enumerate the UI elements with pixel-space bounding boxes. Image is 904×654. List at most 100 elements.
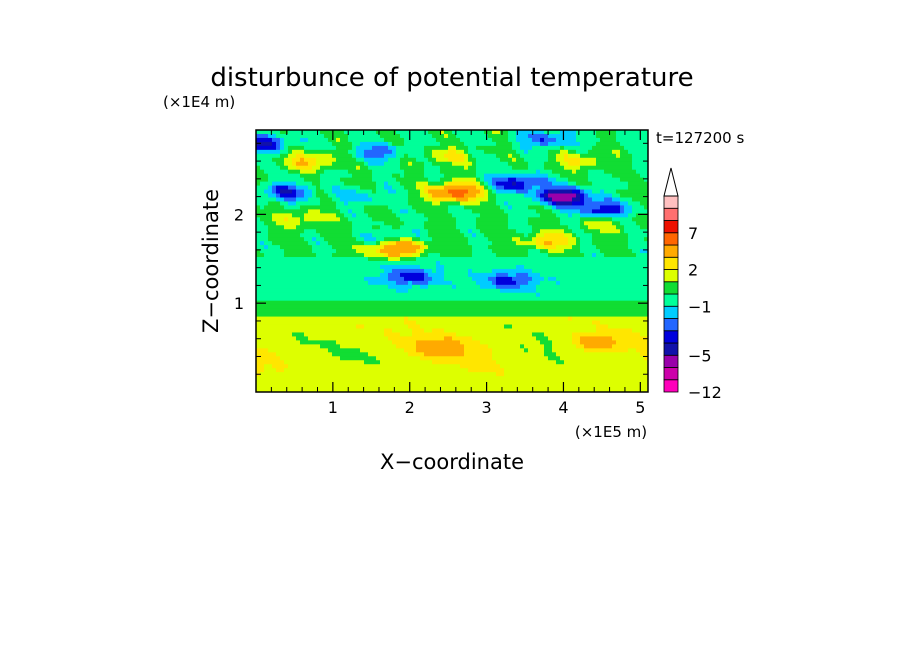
field-cell: [316, 304, 321, 310]
field-cell: [308, 201, 313, 207]
field-cell: [524, 189, 529, 195]
field-cell: [544, 336, 549, 341]
field-cell: [340, 221, 345, 226]
field-cell: [448, 173, 453, 179]
field-cell: [440, 157, 445, 163]
field-cell: [312, 157, 317, 163]
field-cell: [476, 364, 481, 369]
field-cell: [468, 205, 473, 210]
field-cell: [416, 130, 421, 135]
field-cell: [312, 336, 317, 341]
field-cell: [352, 324, 357, 330]
field-cell: [348, 130, 353, 135]
field-cell: [420, 209, 425, 214]
field-cell: [364, 185, 369, 191]
field-cell: [528, 137, 533, 143]
field-cell: [356, 268, 361, 274]
field-cell: [260, 388, 265, 392]
field-cell: [432, 257, 437, 262]
field-cell: [536, 292, 541, 298]
field-cell: [520, 229, 525, 234]
field-cell: [292, 348, 297, 353]
field-cell: [508, 153, 513, 159]
field-cell: [400, 364, 405, 369]
field-cell: [544, 300, 549, 306]
field-cell: [548, 233, 553, 238]
field-cell: [496, 356, 501, 361]
field-cell: [432, 130, 437, 135]
field-cell: [316, 253, 321, 258]
field-cell: [256, 257, 261, 262]
field-cell: [544, 225, 549, 230]
field-cell: [460, 217, 465, 222]
field-cell: [372, 177, 377, 183]
field-cell: [272, 137, 277, 143]
field-cell: [300, 384, 305, 389]
field-cell: [304, 133, 309, 139]
field-cell: [428, 137, 433, 143]
field-cell: [472, 288, 477, 294]
field-cell: [272, 384, 277, 389]
field-cell: [428, 288, 433, 294]
field-cell: [284, 268, 289, 274]
field-cell: [368, 300, 373, 306]
field-cell: [416, 320, 421, 326]
field-cell: [512, 316, 517, 322]
field-cell: [436, 153, 441, 159]
field-cell: [316, 368, 321, 373]
field-cell: [264, 296, 269, 302]
field-cell: [356, 261, 361, 266]
field-cell: [372, 197, 377, 203]
field-cell: [532, 344, 537, 349]
field-cell: [380, 316, 385, 322]
field-cell: [312, 173, 317, 179]
field-cell: [468, 165, 473, 171]
field-cell: [308, 253, 313, 258]
field-cell: [292, 340, 297, 345]
field-cell: [348, 249, 353, 254]
field-cell: [260, 157, 265, 163]
field-cell: [292, 157, 297, 163]
field-cell: [400, 229, 405, 234]
field-cell: [376, 296, 381, 302]
field-cell: [484, 284, 489, 290]
field-cell: [272, 225, 277, 230]
field-cell: [292, 205, 297, 210]
field-cell: [268, 296, 273, 302]
field-cell: [432, 229, 437, 234]
field-cell: [264, 161, 269, 167]
field-cell: [380, 320, 385, 326]
field-cell: [324, 288, 329, 294]
field-cell: [468, 213, 473, 218]
field-cell: [360, 304, 365, 310]
field-cell: [260, 352, 265, 357]
field-cell: [292, 344, 297, 349]
field-cell: [532, 340, 537, 345]
field-cell: [304, 141, 309, 147]
field-cell: [360, 169, 365, 175]
field-cell: [420, 320, 425, 326]
field-cell: [552, 284, 557, 290]
field-cell: [436, 249, 441, 254]
field-cell: [260, 380, 265, 385]
field-cell: [452, 253, 457, 258]
field-cell: [504, 249, 509, 254]
field-cell: [412, 288, 417, 294]
field-cell: [356, 344, 361, 349]
field-cell: [296, 368, 301, 373]
field-cell: [404, 209, 409, 214]
field-cell: [536, 157, 541, 163]
field-cell: [264, 300, 269, 306]
field-cell: [484, 193, 489, 199]
field-cell: [336, 137, 341, 143]
field-cell: [312, 380, 317, 385]
field-cell: [340, 225, 345, 230]
field-cell: [428, 185, 433, 191]
field-cell: [324, 157, 329, 163]
field-cell: [324, 356, 329, 361]
field-cell: [316, 153, 321, 159]
field-cell: [268, 193, 273, 199]
field-cell: [296, 324, 301, 330]
field-cell: [436, 130, 441, 135]
field-cell: [288, 324, 293, 330]
